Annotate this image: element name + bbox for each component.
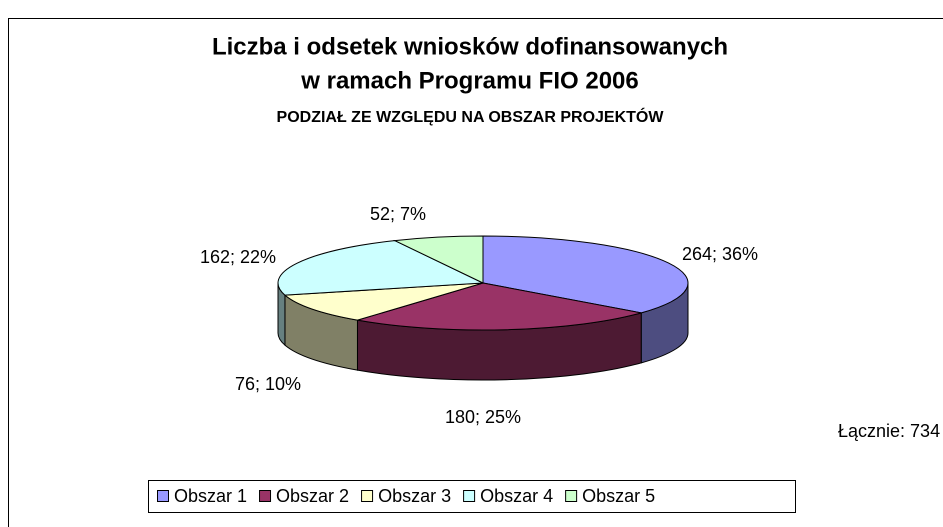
legend-swatch: [259, 490, 272, 502]
slice: [277, 240, 485, 296]
legend-label: Obszar 1: [174, 486, 247, 506]
legend-label: Obszar 3: [378, 486, 451, 506]
legend-swatch: [361, 490, 374, 502]
legend-swatch: [565, 490, 578, 502]
data-label: 52; 7%: [370, 204, 426, 224]
data-label: 180; 25%: [445, 407, 521, 427]
data-label: 264; 36%: [682, 244, 758, 264]
annotation: Łącznie: 734: [838, 421, 940, 441]
legend-label: Obszar 5: [582, 486, 655, 506]
slice: [482, 235, 689, 314]
data-label: 76; 10%: [235, 374, 301, 394]
chart-title: w ramach Programu FIO 2006: [300, 67, 638, 94]
legend-swatch: [463, 490, 476, 502]
legend-swatch: [157, 490, 169, 502]
legend-label: Obszar 2: [276, 486, 349, 506]
chart-subtitle: PODZIAŁ ZE WZGLĘDU NA OBSZAR PROJEKTÓW: [277, 107, 665, 126]
slice: [392, 235, 484, 284]
chart-title: Liczba i odsetek wniosków dofinansowanyc…: [212, 33, 728, 60]
slice: [357, 282, 642, 331]
data-label: 162; 22%: [200, 247, 276, 267]
legend-label: Obszar 4: [480, 486, 553, 506]
